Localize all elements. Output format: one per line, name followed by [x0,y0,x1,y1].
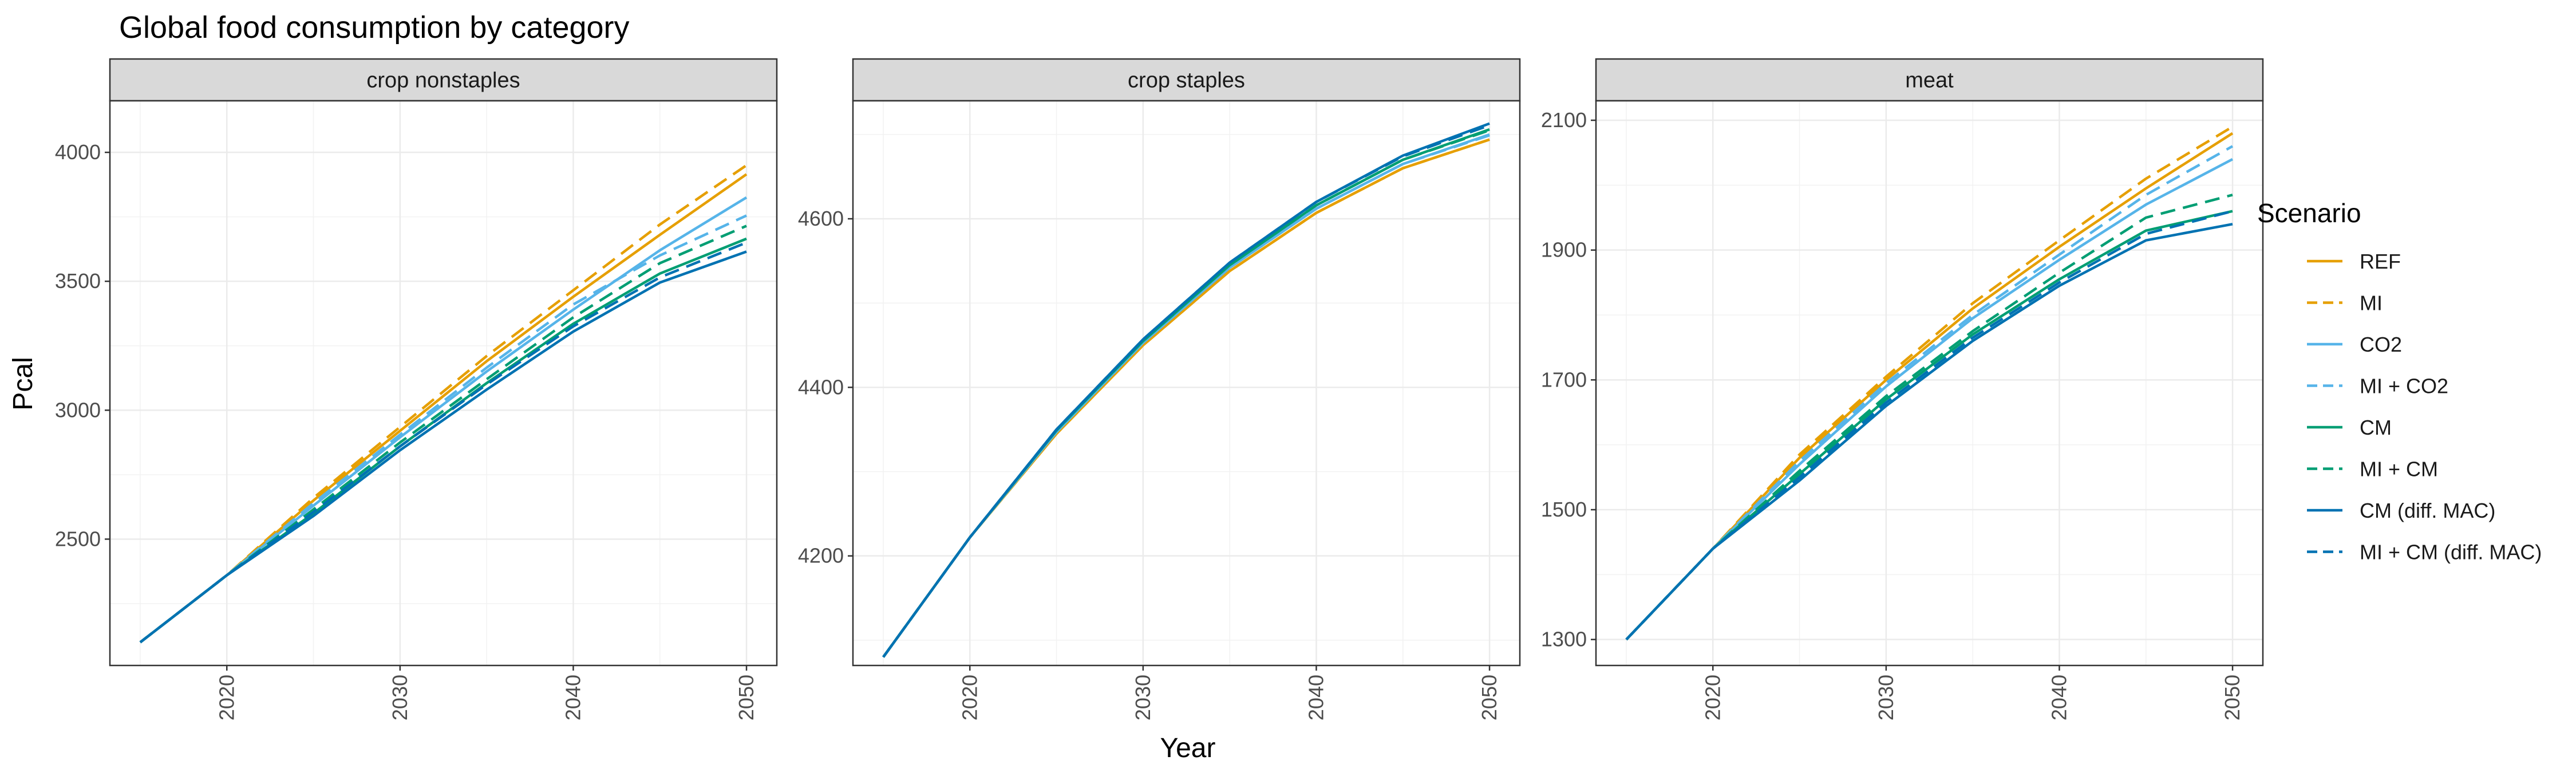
legend-item-mi-cm: MI + CM [2307,458,2438,481]
legend-label: CO2 [2360,333,2402,356]
y-tick-label: 3000 [55,398,101,422]
series-line-mi-cm-diff-mac [139,241,747,644]
y-tick-label: 1300 [1541,628,1587,651]
y-tick-label: 2500 [55,527,101,550]
legend-label: MI + CM [2360,458,2438,481]
y-tick-label: 3500 [55,269,101,293]
series-line-mi-cm-diff-mac [882,124,1490,658]
panel-border [852,100,1521,667]
x-tick-label: 2030 [1131,675,1155,720]
facet-strip-label: crop staples [1128,69,1245,93]
legend-label: MI + CO2 [2360,375,2448,398]
x-axis: 2020 2030 2040 2050 [958,665,1501,720]
legend-item-mi-cm-diff-mac: MI + CM (diff. MAC) [2307,541,2542,564]
legend-item-mi-co2: MI + CO2 [2307,375,2448,398]
y-tick-label: 4600 [798,207,844,230]
facet-strip-label: crop nonstaples [366,69,520,93]
panel-border [109,100,778,667]
legend-label: MI [2360,292,2383,315]
x-tick-label: 2050 [734,675,758,720]
legend-label: CM [2360,416,2392,439]
facet-strip [1595,58,2264,102]
x-tick-label: 2040 [1304,675,1327,720]
facet-strip-label: meat [1905,69,1954,93]
x-tick-label: 2030 [388,675,412,720]
y-tick-label: 4200 [798,544,844,568]
legend-item-cm-diff-mac: CM (diff. MAC) [2307,499,2495,522]
series-lines [139,164,748,644]
panel-border [1595,100,2264,667]
gridlines [853,101,1520,665]
x-tick-label: 2050 [1477,675,1501,720]
y-axis: 1300 1500 1700 1900 2100 [1541,108,1596,651]
x-tick-label: 2020 [1701,675,1724,720]
x-axis: 2020 2030 2040 2050 [1701,665,2244,720]
legend-item-cm: CM [2307,416,2392,439]
x-tick-label: 2040 [2047,675,2071,720]
y-tick-label: 4400 [798,375,844,399]
y-axis-title: Pcal [8,357,38,410]
y-axis: 2500 3000 3500 4000 [55,140,110,550]
legend-item-co2: CO2 [2307,333,2402,356]
legend-label: MI + CM (diff. MAC) [2360,541,2542,564]
panel-background [853,101,1520,665]
x-axis-title: Year [1160,733,1216,763]
x-tick-label: 2020 [958,675,981,720]
y-tick-label: 2100 [1541,108,1587,132]
facet-meat: meat 1300 1500 1700 1900 2100 2020 2030 2040 2050 [1541,58,2264,720]
facet-crop-staples: crop staples 4200 4400 4600 2020 2030 2040 2050 [798,58,1521,720]
x-tick-label: 2020 [215,675,238,720]
legend-label: CM (diff. MAC) [2360,499,2495,522]
y-tick-label: 1700 [1541,368,1587,391]
y-tick-label: 1900 [1541,238,1587,262]
series-lines [882,122,1490,658]
legend-item-ref: REF [2307,250,2401,273]
gridlines [110,101,777,665]
gridlines [1596,101,2263,665]
facet-strip [109,58,778,102]
x-tick-label: 2050 [2221,675,2244,720]
legend-label: REF [2360,250,2401,273]
panel-background [1596,101,2263,665]
legend-title: Scenario [2257,198,2361,228]
y-tick-label: 4000 [55,140,101,164]
y-tick-label: 1500 [1541,498,1587,521]
legend-item-mi: MI [2307,292,2383,315]
panel-background [110,101,777,665]
x-axis: 2020 2030 2040 2050 [215,665,758,720]
x-tick-label: 2040 [561,675,584,720]
y-axis: 4200 4400 4600 [798,207,853,568]
x-tick-label: 2030 [1874,675,1898,720]
series-line-mi-cm-diff-mac [1625,210,2233,641]
legend: Scenario REF MI CO2 MI + CO2 CM MI + CM CM (di… [2257,198,2542,564]
series-lines [1625,125,2234,641]
facet-strip [852,58,1521,102]
chart-title: Global food consumption by category [119,10,630,45]
